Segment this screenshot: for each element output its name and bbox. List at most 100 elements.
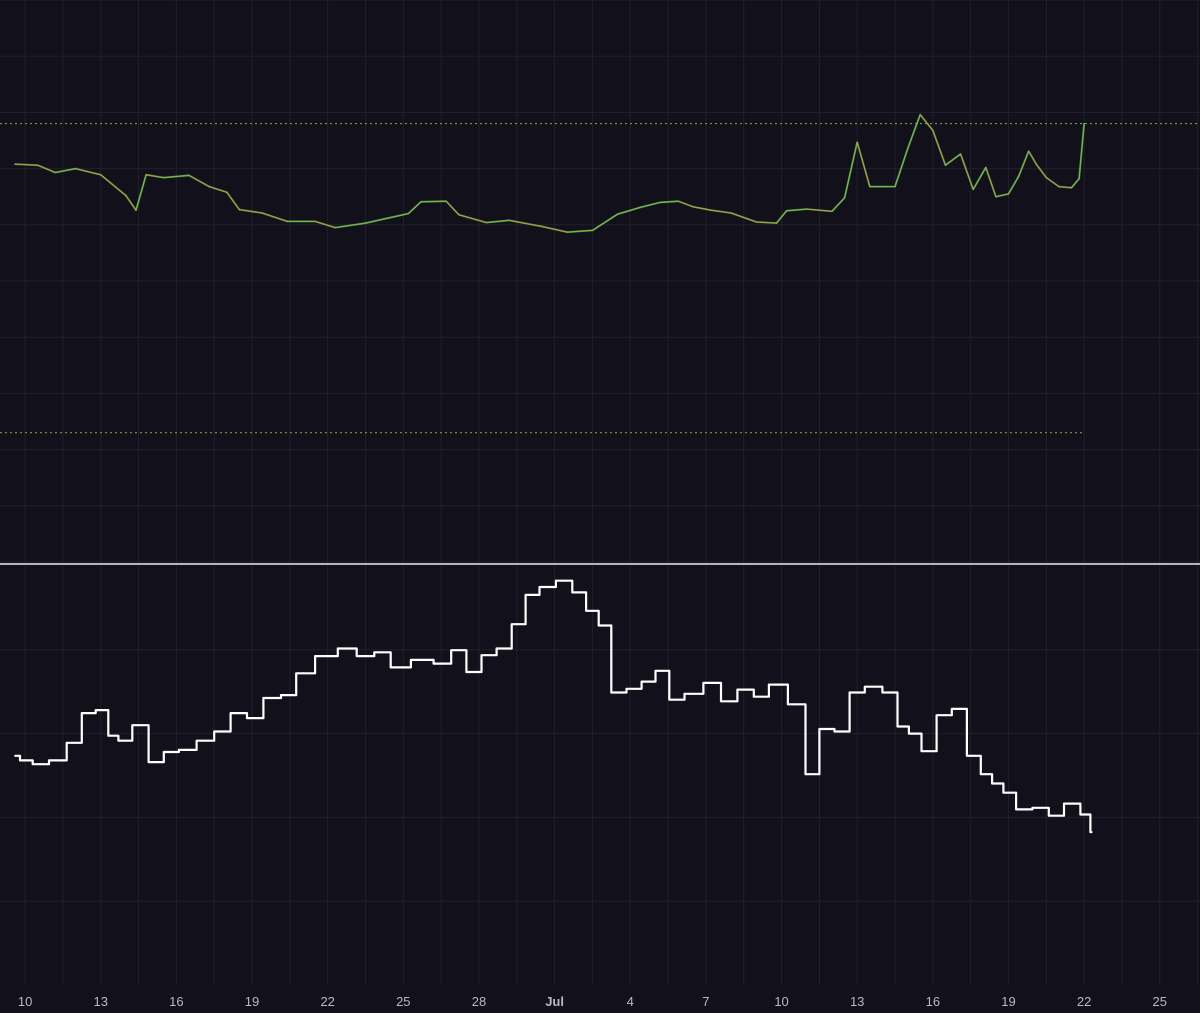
price-point bbox=[843, 197, 846, 199]
price-point bbox=[566, 231, 569, 233]
grid bbox=[0, 0, 1200, 985]
price-point bbox=[261, 212, 263, 214]
indicator-point bbox=[518, 623, 521, 626]
indicator-point bbox=[14, 754, 16, 757]
price-point bbox=[226, 191, 228, 194]
price-point bbox=[208, 185, 210, 188]
indicator-point bbox=[155, 761, 158, 763]
price-point bbox=[856, 141, 858, 143]
indicator-point bbox=[39, 763, 42, 766]
indicator-point bbox=[997, 782, 1000, 785]
price-point bbox=[710, 209, 712, 211]
indicator-point bbox=[1055, 814, 1058, 817]
price-point bbox=[36, 164, 39, 167]
indicator-panel bbox=[14, 579, 1093, 834]
indicator-point bbox=[891, 691, 894, 694]
price-point bbox=[135, 209, 137, 211]
x-tick-label: 10 bbox=[774, 994, 788, 1009]
price-point bbox=[616, 213, 619, 215]
price-point bbox=[1083, 122, 1085, 125]
indicator-point bbox=[397, 666, 400, 669]
indicator-point bbox=[604, 624, 606, 627]
indicator-point bbox=[1022, 808, 1025, 811]
x-tick-label: 4 bbox=[627, 994, 634, 1009]
indicator-point bbox=[760, 695, 763, 698]
price-point bbox=[677, 200, 679, 202]
indicator-point bbox=[798, 703, 801, 706]
price-point bbox=[407, 212, 410, 215]
price-point bbox=[74, 167, 77, 170]
price-point bbox=[389, 216, 392, 219]
indicator-point bbox=[346, 647, 349, 650]
price-point bbox=[639, 206, 642, 209]
x-tick-label: 25 bbox=[1153, 994, 1167, 1009]
indicator-point bbox=[984, 773, 987, 776]
indicator-point bbox=[775, 683, 778, 686]
indicator-point bbox=[271, 697, 274, 699]
indicator-point bbox=[826, 728, 828, 730]
price-point bbox=[805, 208, 808, 210]
indicator-point bbox=[122, 739, 125, 742]
indicator-point bbox=[692, 692, 695, 695]
indicator-point bbox=[1040, 806, 1043, 809]
price-point bbox=[959, 153, 962, 155]
indicator-point bbox=[112, 734, 115, 737]
indicator-point bbox=[634, 687, 637, 690]
price-point bbox=[1017, 175, 1020, 178]
indicator-point bbox=[473, 671, 475, 673]
indicator-point bbox=[745, 688, 748, 691]
indicator-point bbox=[647, 680, 649, 683]
indicator-point bbox=[442, 662, 445, 665]
indicator-point bbox=[841, 730, 843, 733]
indicator-point bbox=[578, 591, 581, 594]
price-point bbox=[755, 221, 758, 223]
indicator-point bbox=[1088, 813, 1091, 816]
indicator-point bbox=[616, 691, 619, 694]
price-point bbox=[995, 195, 997, 198]
indicator-point bbox=[901, 725, 904, 728]
x-tick-label: 7 bbox=[702, 994, 709, 1009]
indicator-point bbox=[253, 717, 256, 719]
indicator-point bbox=[326, 655, 329, 657]
indicator-point bbox=[1007, 791, 1010, 794]
indicator-point bbox=[674, 698, 677, 701]
x-tick-label: 16 bbox=[926, 994, 940, 1009]
price-point bbox=[485, 221, 488, 224]
price-point bbox=[692, 206, 695, 208]
x-tick-label: 16 bbox=[169, 994, 183, 1009]
price-point bbox=[831, 210, 833, 213]
price-point bbox=[906, 148, 909, 150]
price-point bbox=[972, 188, 974, 191]
indicator-point bbox=[563, 579, 566, 582]
price-point bbox=[1007, 193, 1010, 195]
indicator-point bbox=[531, 594, 533, 596]
indicator-point bbox=[926, 750, 929, 753]
indicator-point bbox=[87, 712, 90, 714]
price-point bbox=[785, 209, 788, 212]
indicator-point bbox=[712, 682, 715, 684]
x-tick-label: 13 bbox=[850, 994, 864, 1009]
x-tick-label: 19 bbox=[245, 994, 259, 1009]
indicator-point bbox=[185, 749, 188, 751]
price-point bbox=[1035, 163, 1038, 165]
indicator-point bbox=[591, 609, 594, 612]
price-point bbox=[145, 173, 147, 176]
indicator-point bbox=[422, 658, 425, 661]
indicator-point bbox=[56, 759, 59, 762]
indicator-point bbox=[102, 709, 105, 712]
x-tick-label: 22 bbox=[1077, 994, 1091, 1009]
indicator-point bbox=[382, 651, 385, 654]
indicator-point bbox=[288, 694, 291, 696]
x-tick-label: Jul bbox=[545, 994, 564, 1009]
price-point bbox=[445, 200, 447, 202]
indicator-point bbox=[957, 707, 959, 710]
indicator-point bbox=[1090, 831, 1093, 833]
price-point bbox=[1078, 177, 1080, 180]
indicator-point bbox=[205, 739, 208, 742]
price-point bbox=[508, 219, 511, 222]
price-line bbox=[14, 113, 1085, 233]
x-axis: 10 13 16 19 22 25 28 Jul 4 7 10 13 16 19 22 25 bbox=[18, 994, 1167, 1009]
indicator-point bbox=[503, 647, 506, 650]
